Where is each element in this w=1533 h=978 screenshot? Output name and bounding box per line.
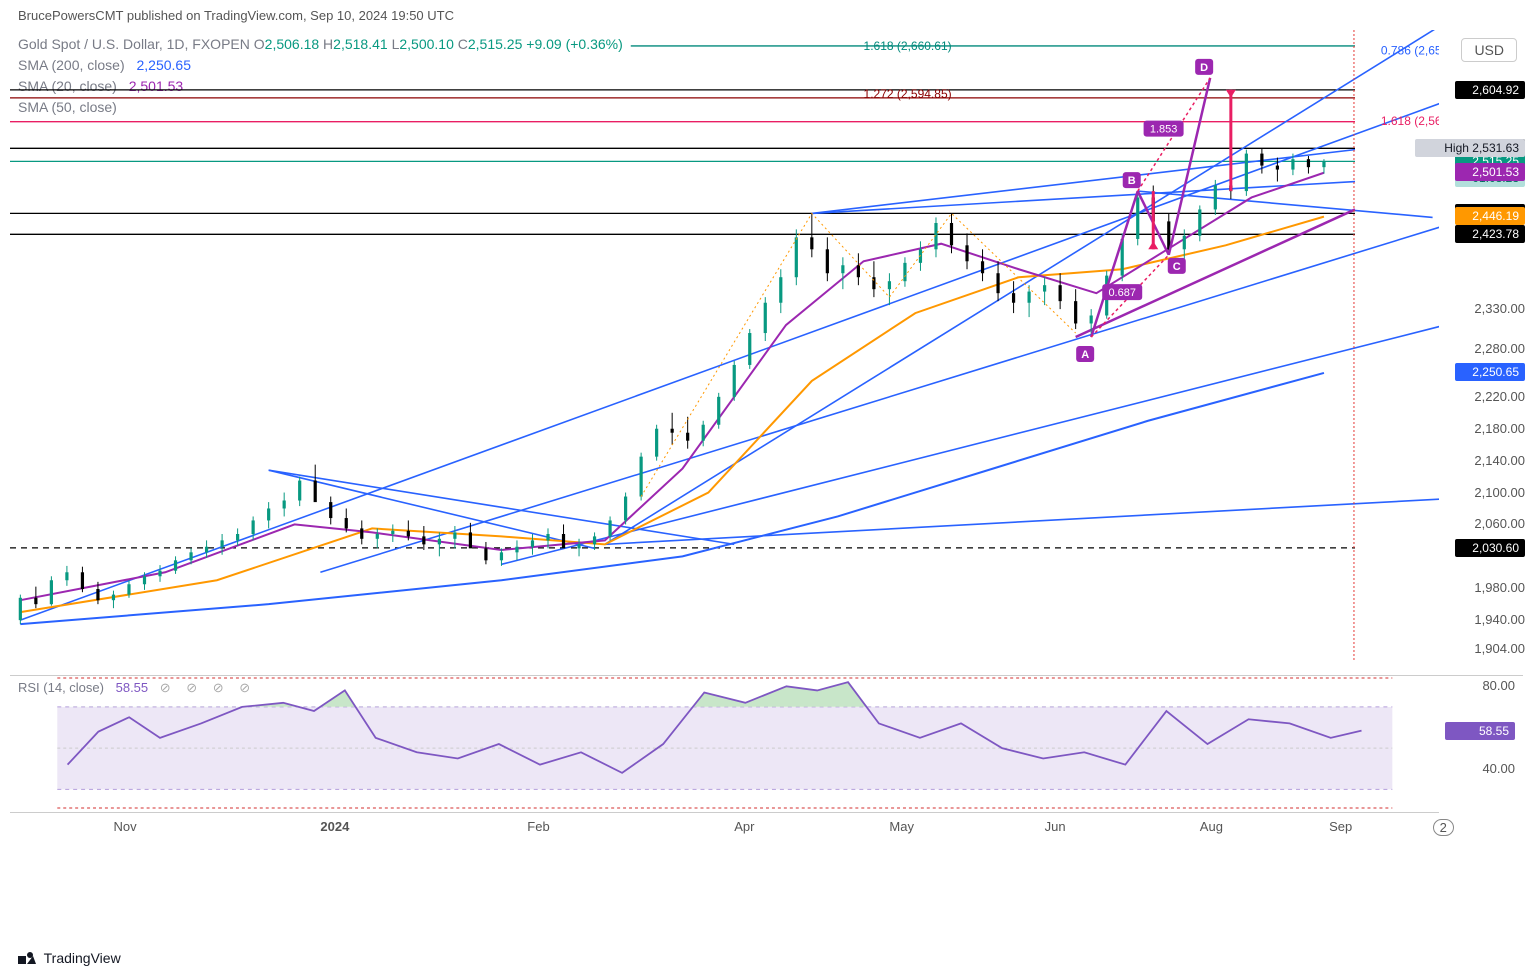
svg-text:1.272 (2,594.85): 1.272 (2,594.85)	[864, 87, 952, 101]
time-axis[interactable]: Nov2024FebAprMayJunAugSep2Nov	[10, 812, 1439, 838]
svg-text:1.618 (2,560: 1.618 (2,560	[1381, 114, 1439, 128]
rsi-axis[interactable]: 80.0040.0058.55	[1439, 676, 1523, 811]
svg-text:1.853: 1.853	[1150, 124, 1178, 136]
rsi-chart[interactable]	[10, 676, 1523, 810]
rsi-panel[interactable]: RSI (14, close) 58.55 ⊘ ⊘ ⊘ ⊘ 80.0040.00…	[10, 675, 1523, 810]
price-chart[interactable]: A B C D 0.687 1.853 1.618 (2,660.61) 0.786 (2,6…	[10, 30, 1439, 660]
publish-info: BrucePowersCMT published on TradingView.…	[18, 8, 454, 23]
rsi-settings-icon[interactable]: ⊘ ⊘ ⊘ ⊘	[160, 680, 256, 695]
svg-text:C: C	[1173, 261, 1181, 273]
price-axis[interactable]: 2,330.002,280.002,220.002,180.002,140.00…	[1449, 30, 1533, 660]
svg-text:0.687: 0.687	[1108, 287, 1136, 299]
svg-text:A: A	[1081, 349, 1089, 361]
rsi-legend[interactable]: RSI (14, close) 58.55 ⊘ ⊘ ⊘ ⊘	[18, 680, 256, 696]
svg-text:B: B	[1128, 175, 1136, 187]
svg-text:1.618 (2,660.61): 1.618 (2,660.61)	[864, 39, 952, 53]
tv-logo-icon	[18, 952, 36, 966]
tradingview-logo[interactable]: TradingView	[18, 950, 121, 966]
svg-text:D: D	[1200, 62, 1208, 74]
svg-text:0.786 (2,653.82): 0.786 (2,653.82)	[1381, 44, 1439, 58]
